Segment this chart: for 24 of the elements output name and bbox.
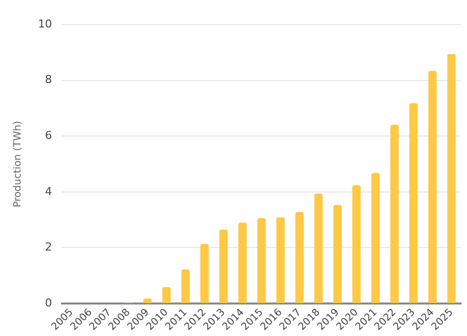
y-tick-label: 6 (44, 129, 52, 142)
bar (162, 287, 171, 304)
bar (257, 218, 266, 304)
y-tick-label: 4 (44, 184, 52, 198)
bar (447, 54, 456, 304)
y-tick-label: 8 (44, 73, 52, 86)
bar (371, 172, 380, 304)
bar (143, 298, 152, 304)
bar (428, 70, 437, 304)
bar (390, 124, 399, 304)
y-axis-title: Production (TWh) (12, 120, 24, 208)
bar (314, 194, 323, 304)
bar (276, 217, 285, 304)
bar (181, 269, 190, 304)
bar (295, 212, 304, 304)
y-tick-label: 2 (44, 240, 52, 254)
bar (219, 230, 228, 304)
bar (333, 205, 342, 304)
y-tick-label: 10 (38, 17, 52, 30)
bar (200, 244, 209, 304)
y-tick-label: 0 (44, 296, 52, 310)
bar (409, 103, 418, 304)
bar (238, 222, 247, 304)
bar (352, 185, 361, 304)
